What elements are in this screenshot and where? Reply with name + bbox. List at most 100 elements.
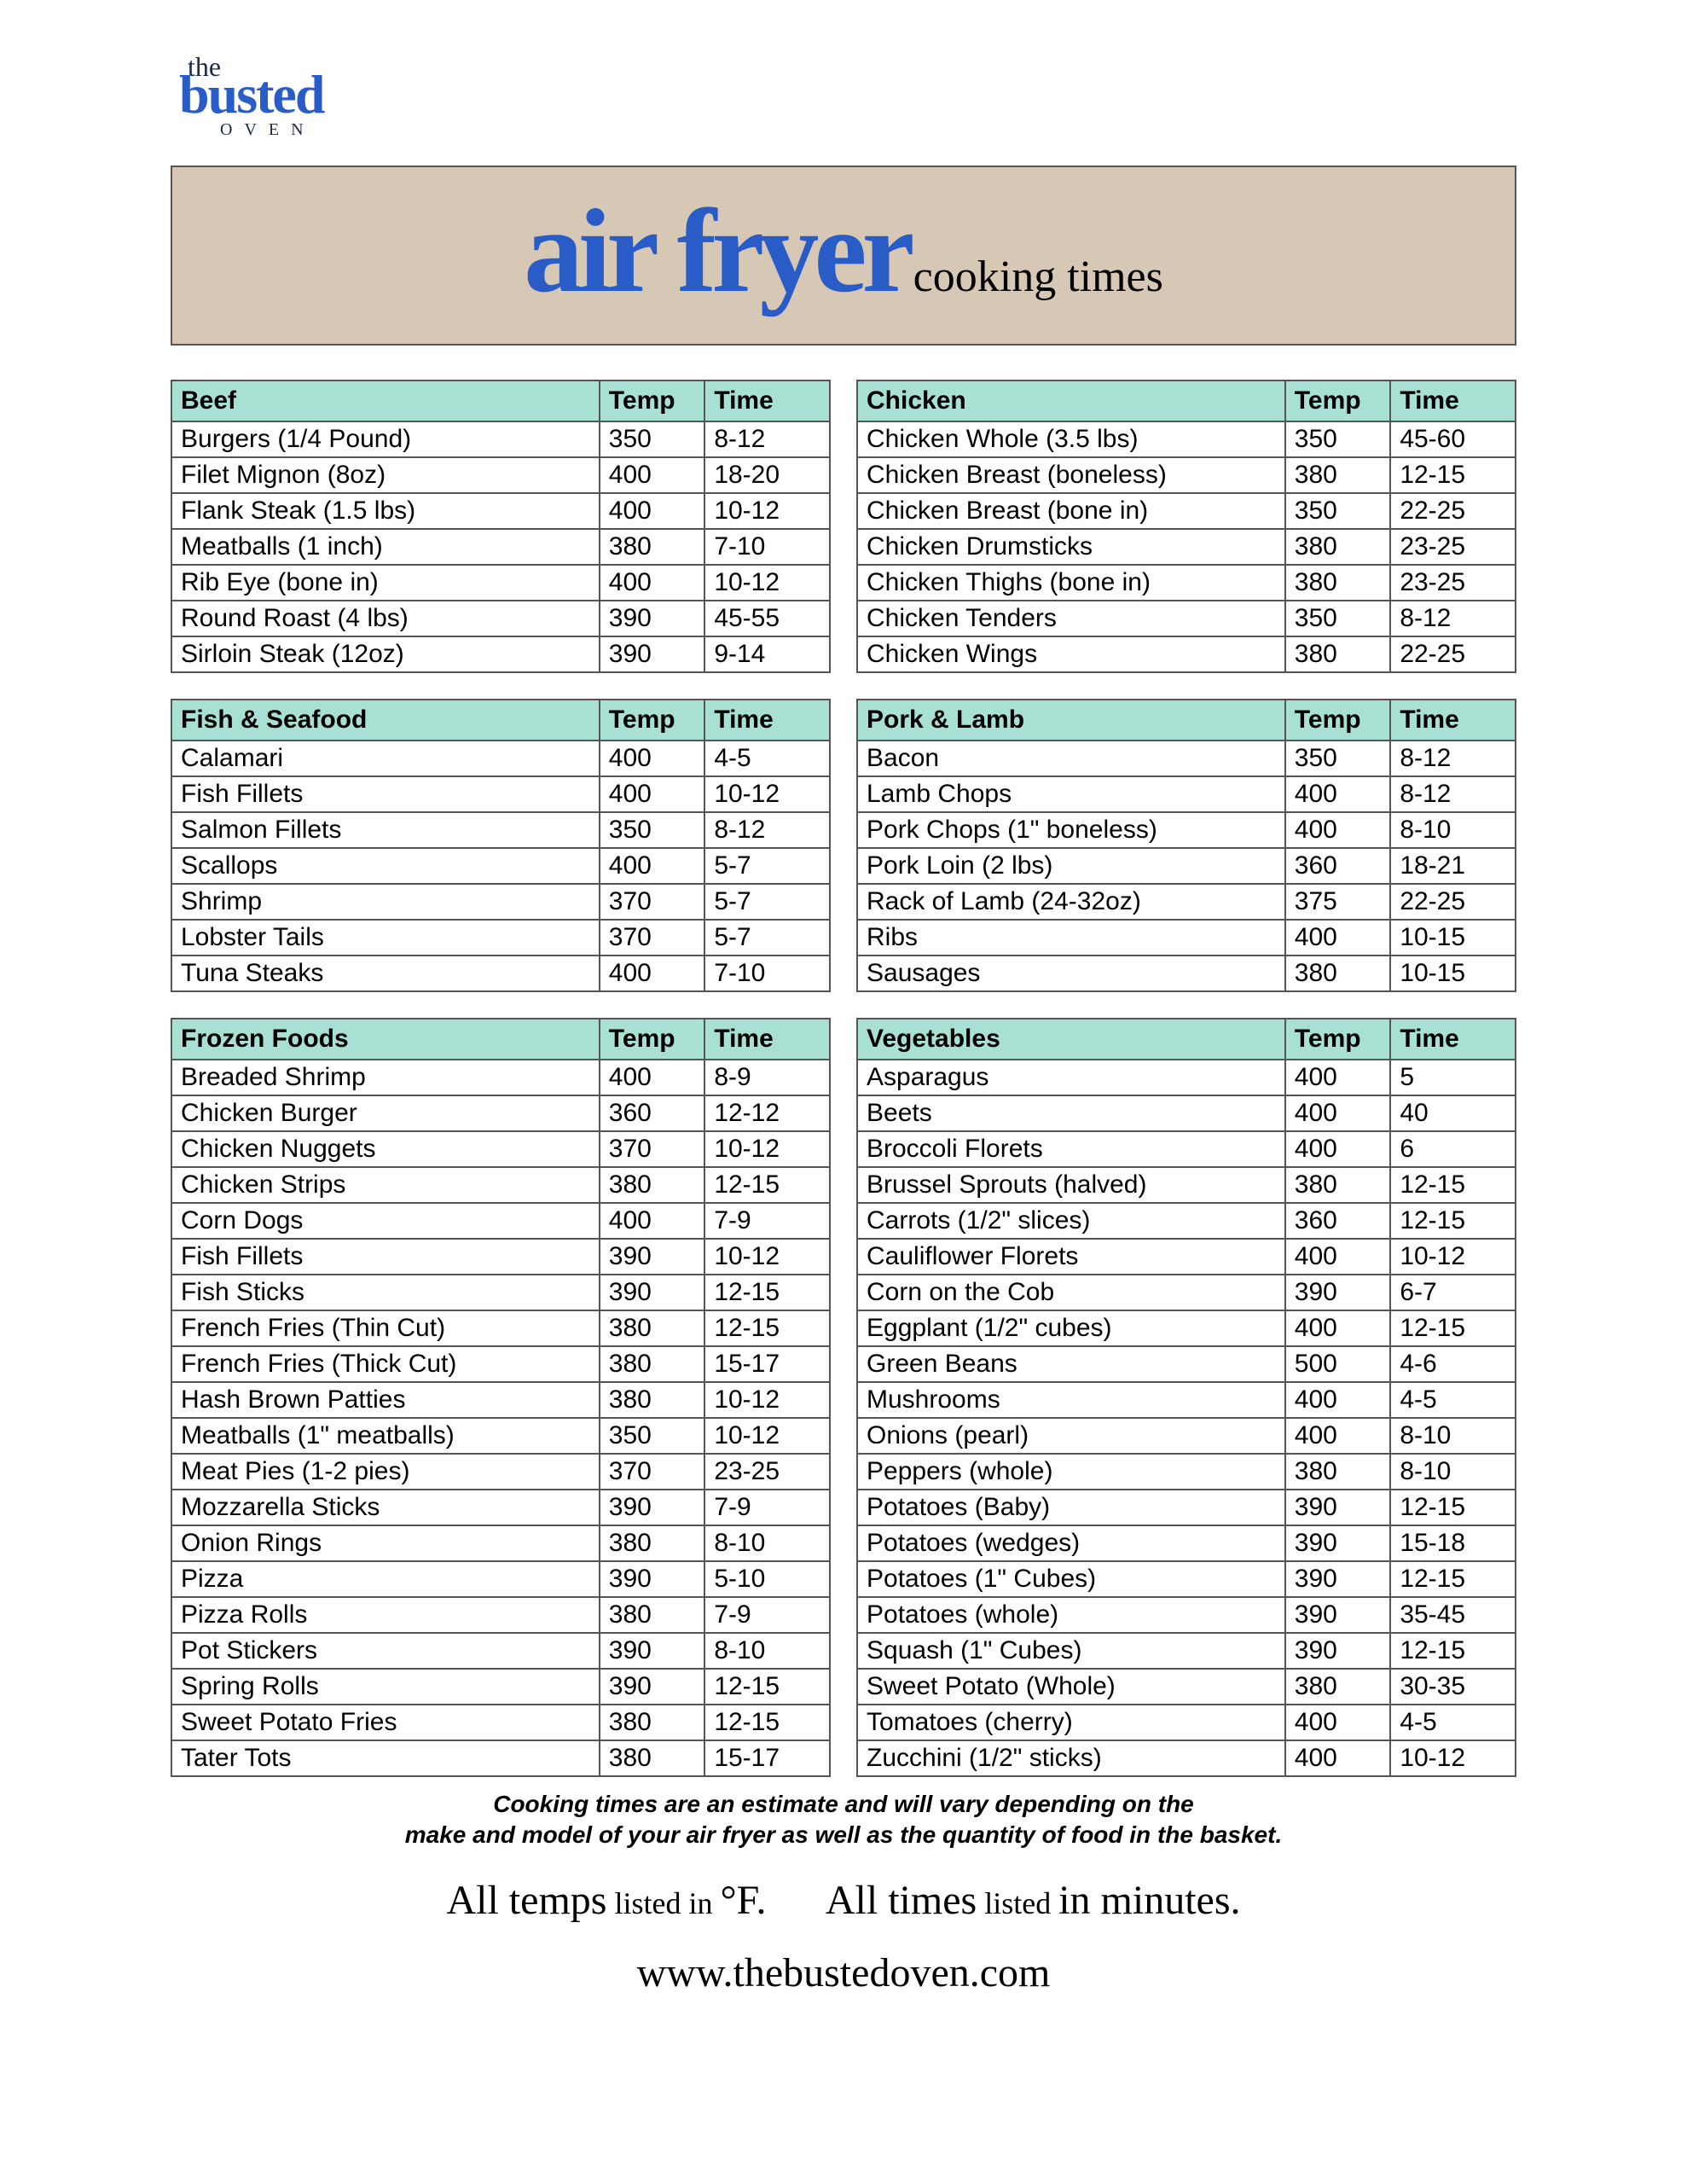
table-row: Zucchini (1/2" sticks)40010-12 — [857, 1740, 1516, 1776]
time-cell: 45-55 — [704, 601, 830, 636]
table-row: Chicken Breast (boneless)38012-15 — [857, 457, 1516, 493]
temp-cell: 350 — [1285, 741, 1391, 776]
item-cell: Squash (1" Cubes) — [857, 1633, 1285, 1669]
table-row: Carrots (1/2" slices)36012-15 — [857, 1203, 1516, 1239]
time-cell: 8-12 — [704, 812, 830, 848]
time-cell: 22-25 — [1390, 493, 1516, 529]
table-row: Chicken Thighs (bone in)38023-25 — [857, 565, 1516, 601]
item-cell: Flank Steak (1.5 lbs) — [171, 493, 600, 529]
temp-cell: 390 — [600, 1561, 705, 1597]
temp-cell: 390 — [1285, 1597, 1391, 1633]
temp-cell: 380 — [1285, 636, 1391, 672]
time-cell: 8-9 — [704, 1060, 830, 1095]
item-cell: Fish Fillets — [171, 776, 600, 812]
time-header: Time — [704, 380, 830, 421]
cooking-table: BeefTempTimeBurgers (1/4 Pound)3508-12Fi… — [171, 380, 831, 673]
time-header: Time — [1390, 380, 1516, 421]
temp-cell: 350 — [1285, 493, 1391, 529]
temp-cell: 380 — [600, 1705, 705, 1740]
item-cell: Chicken Breast (boneless) — [857, 457, 1285, 493]
temp-cell: 370 — [600, 884, 705, 920]
cooking-table: Fish & SeafoodTempTimeCalamari4004-5Fish… — [171, 699, 831, 992]
temp-cell: 390 — [600, 1669, 705, 1705]
table-row: Fish Fillets40010-12 — [171, 776, 830, 812]
temp-header: Temp — [600, 380, 705, 421]
temp-cell: 400 — [1285, 920, 1391, 956]
item-cell: Broccoli Florets — [857, 1131, 1285, 1167]
item-cell: Lamb Chops — [857, 776, 1285, 812]
item-cell: Pork Loin (2 lbs) — [857, 848, 1285, 884]
title-banner: air fryercooking times — [171, 166, 1516, 346]
item-cell: Rib Eye (bone in) — [171, 565, 600, 601]
time-cell: 35-45 — [1390, 1597, 1516, 1633]
table-row: Chicken Drumsticks38023-25 — [857, 529, 1516, 565]
item-cell: Chicken Drumsticks — [857, 529, 1285, 565]
item-cell: Beets — [857, 1095, 1285, 1131]
item-cell: Sweet Potato (Whole) — [857, 1669, 1285, 1705]
time-header: Time — [704, 700, 830, 741]
table-row: Flank Steak (1.5 lbs)40010-12 — [171, 493, 830, 529]
table-row: Hash Brown Patties38010-12 — [171, 1382, 830, 1418]
time-cell: 23-25 — [1390, 529, 1516, 565]
item-cell: Sirloin Steak (12oz) — [171, 636, 600, 672]
item-cell: Chicken Nuggets — [171, 1131, 600, 1167]
temp-cell: 350 — [600, 812, 705, 848]
table-row: Shrimp3705-7 — [171, 884, 830, 920]
table-row: Potatoes (Baby)39012-15 — [857, 1490, 1516, 1525]
table-row: Fish Sticks39012-15 — [171, 1275, 830, 1310]
item-cell: Filet Mignon (8oz) — [171, 457, 600, 493]
time-cell: 12-15 — [704, 1275, 830, 1310]
temp-cell: 400 — [600, 1203, 705, 1239]
time-cell: 10-12 — [704, 1382, 830, 1418]
footer-temps-a: All temps — [446, 1878, 606, 1923]
temp-cell: 400 — [1285, 1239, 1391, 1275]
table-row: Sirloin Steak (12oz)3909-14 — [171, 636, 830, 672]
table-row: Salmon Fillets3508-12 — [171, 812, 830, 848]
temp-cell: 400 — [1285, 776, 1391, 812]
item-cell: Pizza Rolls — [171, 1597, 600, 1633]
temp-header: Temp — [1285, 1019, 1391, 1060]
table-row: Scallops4005-7 — [171, 848, 830, 884]
cooking-table: Pork & LambTempTimeBacon3508-12Lamb Chop… — [856, 699, 1516, 992]
temp-header: Temp — [600, 1019, 705, 1060]
table-row: Burgers (1/4 Pound)3508-12 — [171, 421, 830, 457]
table-row: Lamb Chops4008-12 — [857, 776, 1516, 812]
temp-cell: 400 — [600, 493, 705, 529]
item-cell: Carrots (1/2" slices) — [857, 1203, 1285, 1239]
item-cell: Peppers (whole) — [857, 1454, 1285, 1490]
item-cell: Corn on the Cob — [857, 1275, 1285, 1310]
temp-cell: 390 — [600, 636, 705, 672]
time-cell: 7-9 — [704, 1203, 830, 1239]
item-cell: Chicken Wings — [857, 636, 1285, 672]
item-cell: Pot Stickers — [171, 1633, 600, 1669]
time-cell: 8-10 — [704, 1633, 830, 1669]
table-row: Eggplant (1/2" cubes)40012-15 — [857, 1310, 1516, 1346]
item-cell: Mozzarella Sticks — [171, 1490, 600, 1525]
time-cell: 8-12 — [704, 421, 830, 457]
temp-cell: 390 — [1285, 1633, 1391, 1669]
time-cell: 10-12 — [704, 1131, 830, 1167]
temp-cell: 380 — [1285, 457, 1391, 493]
time-cell: 9-14 — [704, 636, 830, 672]
table-row: Corn Dogs4007-9 — [171, 1203, 830, 1239]
time-cell: 10-12 — [1390, 1740, 1516, 1776]
category-header: Pork & Lamb — [857, 700, 1285, 741]
time-cell: 12-15 — [704, 1310, 830, 1346]
time-cell: 8-10 — [1390, 1418, 1516, 1454]
table-row: Filet Mignon (8oz)40018-20 — [171, 457, 830, 493]
time-cell: 6-7 — [1390, 1275, 1516, 1310]
temp-cell: 390 — [600, 1633, 705, 1669]
temp-cell: 350 — [1285, 421, 1391, 457]
time-cell: 22-25 — [1390, 884, 1516, 920]
time-cell: 8-10 — [1390, 1454, 1516, 1490]
time-cell: 5-7 — [704, 920, 830, 956]
table-row: Ribs40010-15 — [857, 920, 1516, 956]
time-cell: 15-17 — [704, 1346, 830, 1382]
table-row: Pork Chops (1" boneless)4008-10 — [857, 812, 1516, 848]
item-cell: Fish Fillets — [171, 1239, 600, 1275]
time-header: Time — [1390, 1019, 1516, 1060]
item-cell: Potatoes (Baby) — [857, 1490, 1285, 1525]
temp-cell: 380 — [600, 1310, 705, 1346]
temp-cell: 400 — [1285, 1310, 1391, 1346]
temp-cell: 390 — [1285, 1525, 1391, 1561]
